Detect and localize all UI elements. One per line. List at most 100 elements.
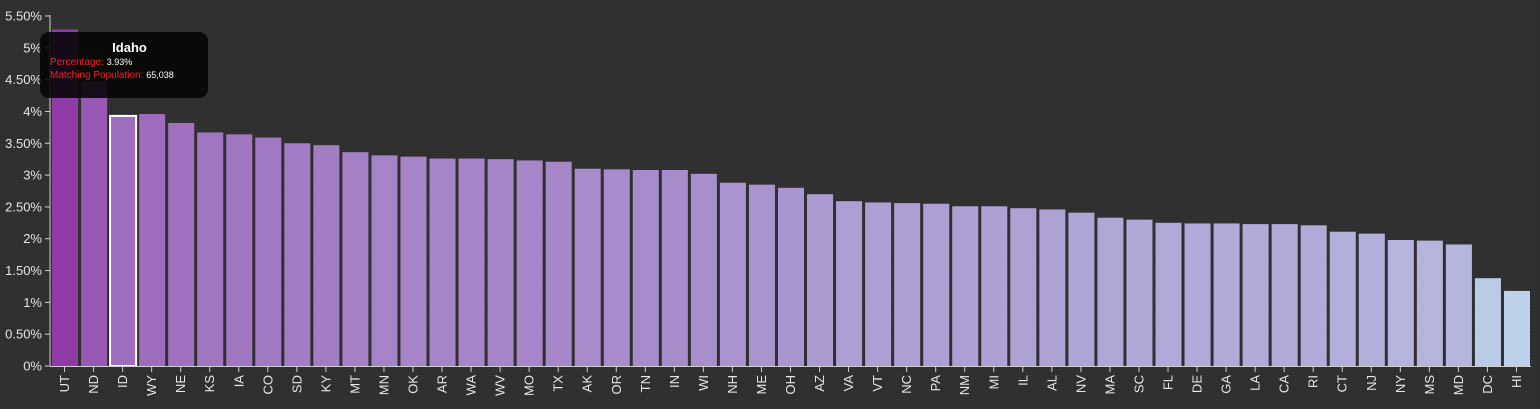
x-tick-label-mt: MT [347,375,362,394]
x-tick-label-co: CO [260,375,275,395]
bar-il[interactable] [1010,208,1036,366]
bar-wi[interactable] [691,174,717,366]
x-tick-label-ak: AK [580,375,595,393]
bar-ms[interactable] [1417,241,1443,366]
x-tick-label-mn: MN [376,375,391,395]
bar-mi[interactable] [981,206,1007,366]
bar-ri[interactable] [1301,225,1327,366]
x-tick-label-oh: OH [783,375,798,395]
y-tick-label: 2% [23,231,42,246]
bar-nc[interactable] [894,203,920,366]
bar-in[interactable] [662,170,688,366]
chart-tooltip: Idaho Percentage: 3.93% Matching Populat… [40,32,208,98]
x-tick-label-nv: NV [1073,375,1088,393]
bar-sd[interactable] [284,143,310,366]
x-tick-label-mo: MO [522,375,537,396]
bar-ak[interactable] [575,169,601,366]
bar-mn[interactable] [371,155,397,366]
bar-ca[interactable] [1272,224,1298,366]
bar-mo[interactable] [517,160,543,366]
bar-tx[interactable] [546,162,572,366]
bar-me[interactable] [749,185,775,366]
bar-ne[interactable] [168,123,194,366]
x-tick-label-ms: MS [1422,375,1437,395]
bar-mt[interactable] [342,152,368,366]
x-tick-label-sc: SC [1131,375,1146,393]
x-tick-label-wy: WY [144,375,159,396]
x-tick-label-wa: WA [464,375,479,396]
bar-la[interactable] [1243,224,1269,366]
bar-ky[interactable] [313,145,339,366]
tooltip-population-row: Matching Population: 65,038 [50,69,198,82]
bar-fl[interactable] [1155,223,1181,366]
bar-ct[interactable] [1330,232,1356,366]
bar-va[interactable] [836,201,862,366]
bar-nd[interactable] [81,81,107,366]
x-tick-label-vt: VT [870,375,885,392]
bar-ks[interactable] [197,132,223,366]
bar-sc[interactable] [1126,220,1152,366]
tooltip-percentage-label: Percentage: [50,57,104,68]
bar-vt[interactable] [865,202,891,366]
x-tick-label-hi: HI [1509,375,1524,388]
bar-pa[interactable] [923,204,949,366]
bar-oh[interactable] [778,188,804,366]
bar-co[interactable] [255,138,281,366]
x-tick-label-ky: KY [318,375,333,393]
x-tick-label-nc: NC [899,375,914,394]
x-tick-label-wv: WV [493,375,508,396]
x-tick-label-tn: TN [638,375,653,392]
bar-ny[interactable] [1388,240,1414,366]
bar-ia[interactable] [226,134,252,366]
x-tick-label-ma: MA [1102,375,1117,395]
x-tick-label-ne: NE [173,375,188,393]
x-tick-label-or: OR [609,375,624,395]
x-tick-label-la: LA [1248,375,1263,391]
bar-nm[interactable] [952,206,978,366]
bar-az[interactable] [807,194,833,366]
y-tick-label: 3.50% [5,136,42,151]
y-tick-label: 0.50% [5,327,42,342]
x-tick-label-az: AZ [812,375,827,392]
bar-ga[interactable] [1214,223,1240,366]
tooltip-title: Idaho [61,41,198,55]
x-tick-label-ga: GA [1219,375,1234,394]
x-tick-label-wi: WI [696,375,711,391]
bar-tn[interactable] [633,170,659,366]
x-tick-label-ok: OK [405,375,420,394]
bar-nj[interactable] [1359,234,1385,366]
tooltip-percentage-row: Percentage: 3.93% [50,56,198,69]
x-tick-label-mi: MI [986,375,1001,389]
x-tick-label-il: IL [1015,375,1030,386]
bar-ok[interactable] [400,157,426,366]
bar-md[interactable] [1446,244,1472,366]
tooltip-population-label: Matching Population: [50,70,143,81]
bar-wa[interactable] [459,159,485,366]
bar-al[interactable] [1039,209,1065,366]
x-tick-label-nd: ND [86,375,101,394]
bar-nv[interactable] [1068,213,1094,366]
x-axis-ticks: UT ND ID WY NE KS IA CO SD KY MT MN OK AR WA WV MO TX AK OR… [57,366,1524,396]
bar-ar[interactable] [430,159,456,366]
bar-hi[interactable] [1504,291,1530,366]
bar-wy[interactable] [139,114,165,366]
x-tick-label-de: DE [1190,375,1205,393]
bar-or[interactable] [604,169,630,366]
bar-nh[interactable] [720,183,746,366]
bar-dc[interactable] [1475,278,1501,366]
y-tick-label: 1% [23,295,42,310]
x-tick-label-ks: KS [202,375,217,393]
x-tick-label-in: IN [667,375,682,388]
bar-wv[interactable] [488,159,514,366]
x-tick-label-nh: NH [725,375,740,394]
x-tick-label-sd: SD [289,375,304,393]
bar-ma[interactable] [1097,218,1123,366]
x-tick-label-dc: DC [1480,375,1495,394]
x-tick-label-me: ME [754,375,769,395]
bar-id[interactable] [110,116,136,366]
x-tick-label-ia: IA [231,375,246,388]
x-tick-label-al: AL [1044,375,1059,391]
bar-de[interactable] [1185,223,1211,366]
x-tick-label-fl: FL [1161,375,1176,390]
